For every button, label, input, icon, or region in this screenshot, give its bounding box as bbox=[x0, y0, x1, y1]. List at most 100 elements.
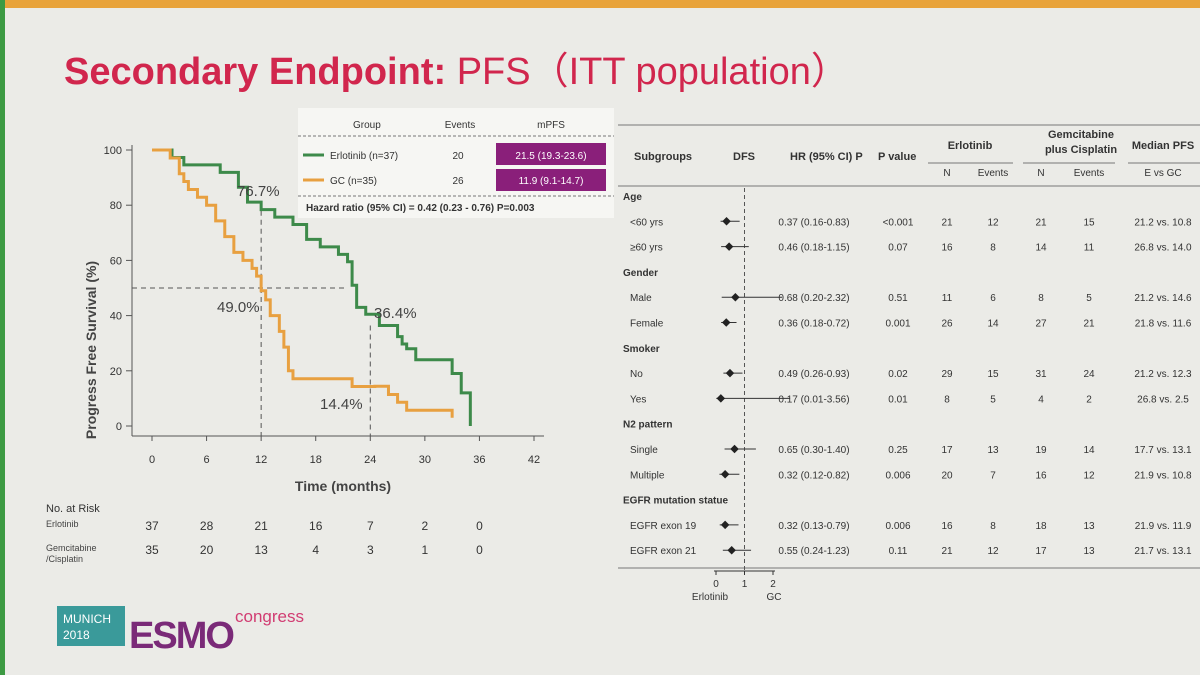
erlotinib-events: 6 bbox=[990, 293, 996, 304]
km-row-events: 20 bbox=[452, 151, 464, 162]
median-pfs: 21.8 vs. 11.6 bbox=[1135, 319, 1192, 330]
risk-value: 0 bbox=[476, 543, 483, 557]
mpfs-highlight bbox=[496, 169, 606, 191]
km-curves bbox=[152, 148, 472, 426]
forest-tick-label: 1 bbox=[742, 579, 748, 590]
km-row-mpfs: 21.5 (19.3-23.6) bbox=[515, 151, 586, 162]
x-tick-label: 18 bbox=[310, 454, 322, 466]
risk-value: 37 bbox=[145, 519, 159, 533]
subgroup-label: ≥60 yrs bbox=[630, 243, 663, 254]
y-tick-label: 60 bbox=[110, 255, 122, 267]
subgroup-label: No bbox=[630, 369, 643, 380]
gc-n: 31 bbox=[1035, 369, 1047, 380]
gc-n: 27 bbox=[1035, 319, 1047, 330]
hr-text: 0.46 (0.18-1.15) bbox=[778, 243, 849, 254]
p-value: <0.001 bbox=[883, 217, 914, 228]
y-tick-label: 80 bbox=[110, 200, 122, 212]
p-value: 0.02 bbox=[888, 369, 908, 380]
subgroup-header: Gender bbox=[623, 268, 658, 279]
x-tick-label: 0 bbox=[149, 454, 155, 466]
subgroup-header: N2 pattern bbox=[623, 420, 672, 431]
km-annotations: 76.7% 49.0% 36.4% 14.4% bbox=[217, 183, 417, 413]
risk-value: 13 bbox=[254, 543, 268, 557]
risk-value: 28 bbox=[200, 519, 214, 533]
header-dfs: DFS bbox=[733, 151, 755, 163]
hr-text: 0.17 (0.01-3.56) bbox=[778, 394, 849, 405]
gc-curve bbox=[152, 148, 454, 418]
title-rest: PFS（ITT population） bbox=[456, 51, 849, 93]
gc-events: 5 bbox=[1086, 293, 1092, 304]
forest-rows: Age<60 yrs 0.37 (0.16-0.83) <0.001 21 12 21 15… bbox=[623, 188, 1192, 570]
km-header-group: Group bbox=[353, 120, 381, 131]
hr-text: 0.55 (0.24-1.23) bbox=[778, 546, 849, 557]
erlotinib-n: 17 bbox=[941, 445, 953, 456]
hr-marker bbox=[724, 242, 734, 251]
gc-events: 21 bbox=[1083, 319, 1095, 330]
erlotinib-curve bbox=[152, 148, 472, 426]
hr-text: 0.65 (0.30-1.40) bbox=[778, 445, 849, 456]
median-pfs: 21.9 vs. 11.9 bbox=[1135, 521, 1192, 532]
hr-marker bbox=[720, 470, 730, 479]
gc-events: 2 bbox=[1086, 394, 1092, 405]
forest-tick-label: 0 bbox=[713, 579, 719, 590]
y-axis-label: Progress Free Survival (%) bbox=[83, 261, 99, 439]
erlotinib-n: 11 bbox=[942, 293, 953, 304]
erlotinib-events: 5 bbox=[990, 394, 996, 405]
survival-annotation: 36.4% bbox=[374, 305, 417, 322]
logo-city: MUNICH bbox=[63, 612, 111, 626]
forest-tick-label: 2 bbox=[770, 579, 776, 590]
risk-value: 4 bbox=[312, 543, 319, 557]
header-gc: plus Cisplatin bbox=[1045, 144, 1117, 156]
header-hr: HR (95% CI) P bbox=[790, 151, 863, 163]
km-row-mpfs: 11.9 (9.1-14.7) bbox=[519, 176, 584, 187]
forest-axis: 0 1 2 Erlotinib GC bbox=[692, 570, 782, 603]
gc-events: 12 bbox=[1083, 470, 1095, 481]
x-tick-label: 42 bbox=[528, 454, 540, 466]
mpfs-highlight bbox=[496, 143, 606, 165]
forest-axis-label: GC bbox=[767, 592, 782, 603]
km-row-group: Erlotinib (n=37) bbox=[330, 151, 398, 162]
x-tick-label: 30 bbox=[419, 454, 431, 466]
hr-marker bbox=[725, 368, 735, 378]
hr-text: 0.32 (0.12-0.82) bbox=[778, 470, 849, 481]
header-events: Events bbox=[1074, 168, 1105, 179]
risk-table: No. at Risk Erlotinib 37 28 21 16 7 2 0Gemcitab… bbox=[46, 503, 483, 564]
hr-text: 0.49 (0.26-0.93) bbox=[778, 369, 849, 380]
left-accent-bar bbox=[0, 0, 5, 675]
header-events: Events bbox=[978, 168, 1009, 179]
subgroup-label: EGFR exon 21 bbox=[630, 546, 697, 557]
p-value: 0.006 bbox=[885, 470, 910, 481]
subgroup-header: Age bbox=[623, 192, 642, 203]
survival-annotation: 76.7% bbox=[237, 183, 280, 200]
forest-axis-label: Erlotinib bbox=[692, 592, 729, 603]
title-main: Secondary Endpoint: bbox=[64, 51, 447, 93]
median-pfs: 21.9 vs. 10.8 bbox=[1134, 470, 1192, 481]
hr-marker bbox=[731, 292, 740, 302]
hr-marker bbox=[722, 217, 731, 226]
subgroup-label: Female bbox=[630, 319, 664, 330]
subgroup-header: Smoker bbox=[623, 344, 660, 355]
y-tick-label: 40 bbox=[110, 311, 122, 323]
x-tick-label: 24 bbox=[364, 454, 376, 466]
erlotinib-events: 12 bbox=[987, 546, 999, 557]
risk-row-label: /Cisplatin bbox=[46, 554, 83, 564]
gc-n: 14 bbox=[1035, 243, 1047, 254]
header-gc: Gemcitabine bbox=[1048, 129, 1114, 141]
km-chart: 0 20 40 60 80 100 0 6 12 18 24 30 36 42 76.7% 49.0% 36.… bbox=[83, 145, 544, 494]
median-pfs: 26.8 vs. 2.5 bbox=[1137, 394, 1189, 405]
risk-value: 0 bbox=[476, 519, 483, 533]
risk-value: 7 bbox=[367, 519, 374, 533]
gc-events: 24 bbox=[1083, 369, 1095, 380]
hr-text: 0.36 (0.18-0.72) bbox=[778, 319, 849, 330]
risk-row-label: Erlotinib bbox=[46, 519, 79, 529]
subgroup-label: Multiple bbox=[630, 470, 665, 481]
x-tick-label: 36 bbox=[473, 454, 485, 466]
gc-n: 19 bbox=[1035, 445, 1047, 456]
gc-n: 18 bbox=[1035, 521, 1047, 532]
gc-n: 4 bbox=[1038, 394, 1044, 405]
header-median: Median PFS bbox=[1132, 140, 1194, 152]
p-value: 0.006 bbox=[885, 521, 910, 532]
risk-title: No. at Risk bbox=[46, 503, 100, 515]
esmo-logo: MUNICH 2018 ESMO congress bbox=[57, 606, 304, 656]
km-summary-table: Group Events mPFS Erlotinib (n=37) GC (n… bbox=[298, 108, 614, 218]
